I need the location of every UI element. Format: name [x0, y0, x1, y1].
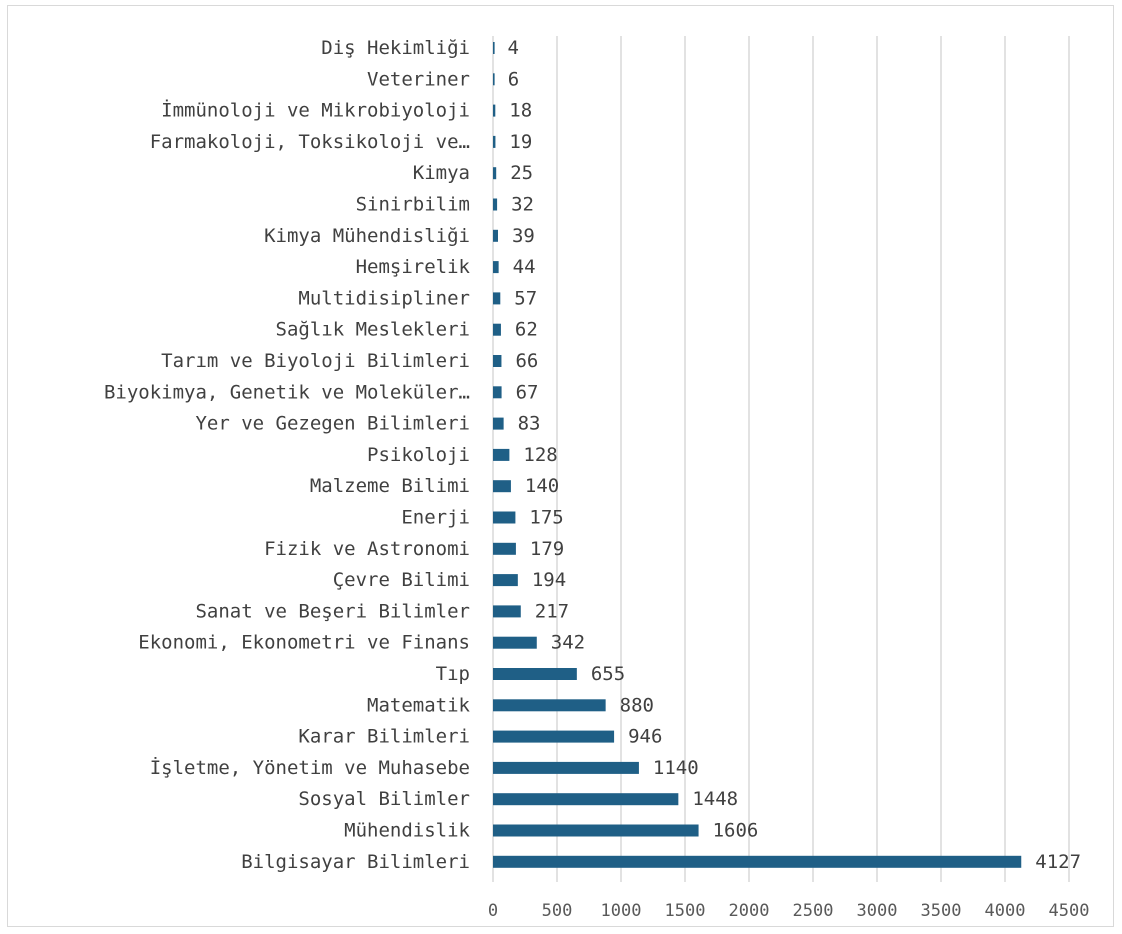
bar [493, 135, 496, 148]
bar [493, 73, 495, 86]
category-label: Sanat ve Beşeri Bilimler [195, 600, 470, 622]
gridlines [492, 36, 1070, 882]
data-label: 175 [529, 507, 563, 529]
bar [493, 229, 498, 242]
x-tick-label: 2000 [729, 901, 770, 921]
data-label: 32 [511, 194, 534, 216]
category-label: Karar Bilimleri [298, 726, 470, 748]
category-label: Biyokimya, Genetik ve Moleküler… [104, 381, 470, 403]
bars [493, 42, 1022, 868]
category-label: İmmünoloji ve Mikrobiyoloji [161, 99, 470, 122]
data-label: 1606 [713, 820, 759, 842]
bar [493, 668, 577, 680]
data-label: 66 [515, 350, 538, 372]
data-label: 179 [530, 538, 564, 560]
category-label: Yer ve Gezegen Bilimleri [195, 413, 470, 435]
data-label: 128 [523, 444, 557, 466]
bar [493, 386, 502, 399]
bar [493, 355, 502, 367]
data-label: 25 [510, 162, 533, 184]
category-label: Fizik ve Astronomi [264, 538, 470, 560]
x-axis-ticks: 0 500 1000 1500 2000 2500 3000 3500 4000 4500 [488, 901, 1090, 921]
data-label: 67 [516, 381, 539, 403]
x-tick-label: 4000 [985, 901, 1026, 921]
data-label: 4 [508, 37, 519, 59]
category-label: Tarım ve Biyoloji Bilimleri [161, 350, 470, 372]
x-tick-label: 2500 [793, 901, 834, 921]
bar [493, 761, 639, 774]
category-label: Sağlık Meslekleri [276, 319, 470, 341]
bar [493, 574, 518, 587]
category-label: Veteriner [367, 68, 470, 90]
category-label: Ekonomi, Ekonometri ve Finans [138, 632, 470, 654]
category-label: Mühendislik [344, 820, 470, 842]
bar [493, 261, 499, 274]
data-label: 44 [513, 256, 536, 278]
data-labels: 4 6 18 19 25 32 39 44 57 62 66 67 83 128 140 175 179 194 2… [508, 37, 1082, 873]
bar [493, 636, 537, 649]
bar [493, 42, 495, 54]
category-label: Sosyal Bilimler [298, 788, 470, 810]
bar [493, 511, 516, 524]
x-tick-label: 1500 [665, 901, 706, 921]
category-label: Sinirbilim [356, 194, 470, 216]
bar [493, 104, 496, 117]
category-label: Diş Hekimliği [321, 37, 470, 59]
data-label: 39 [512, 225, 535, 247]
bar [493, 855, 1022, 868]
bar [493, 793, 679, 806]
x-tick-label: 3500 [921, 901, 962, 921]
data-label: 1140 [653, 757, 699, 779]
data-label: 194 [532, 569, 566, 591]
x-tick-label: 500 [542, 901, 573, 921]
x-tick-label: 3000 [857, 901, 898, 921]
category-label: Enerji [401, 507, 470, 529]
category-label: Malzeme Bilimi [310, 475, 470, 497]
data-label: 62 [515, 319, 538, 341]
bar [493, 730, 615, 743]
category-label: Farmakoloji, Toksikoloji ve… [150, 131, 470, 153]
data-label: 140 [525, 475, 559, 497]
data-label: 880 [620, 694, 654, 716]
data-label: 83 [518, 413, 541, 435]
data-label: 18 [509, 100, 532, 122]
x-tick-label: 1000 [601, 901, 642, 921]
bar [493, 292, 501, 305]
bar [493, 542, 516, 555]
category-label: Tıp [436, 663, 470, 685]
category-label: Psikoloji [367, 444, 470, 466]
data-label: 342 [551, 632, 585, 654]
bar [493, 699, 606, 712]
bar [493, 417, 504, 430]
category-label: Hemşirelik [356, 256, 471, 278]
data-label: 946 [628, 726, 662, 748]
bar [493, 167, 497, 180]
x-tick-label: 0 [488, 901, 498, 921]
bar [493, 824, 699, 837]
bar [493, 323, 501, 336]
data-label: 4127 [1035, 851, 1081, 873]
category-label: Multidisipliner [298, 287, 470, 309]
category-label: Matematik [367, 694, 471, 716]
bar [493, 448, 510, 461]
data-label: 217 [535, 600, 569, 622]
x-tick-label: 4500 [1049, 901, 1090, 921]
bar [493, 480, 511, 493]
category-labels: Diş Hekimliği Veteriner İmmünoloji ve Mikr… [104, 37, 471, 873]
category-label: Kimya Mühendisliği [264, 225, 470, 247]
bar [493, 605, 521, 618]
data-label: 655 [591, 663, 625, 685]
data-label: 1448 [692, 788, 738, 810]
category-label: Kimya [413, 162, 470, 184]
category-label: İşletme, Yönetim ve Muhasebe [150, 756, 470, 779]
data-label: 57 [514, 287, 537, 309]
category-label: Bilgisayar Bilimleri [241, 851, 470, 873]
data-label: 6 [508, 68, 519, 90]
data-label: 19 [509, 131, 532, 153]
category-label: Çevre Bilimi [333, 569, 470, 591]
bar [493, 198, 498, 211]
